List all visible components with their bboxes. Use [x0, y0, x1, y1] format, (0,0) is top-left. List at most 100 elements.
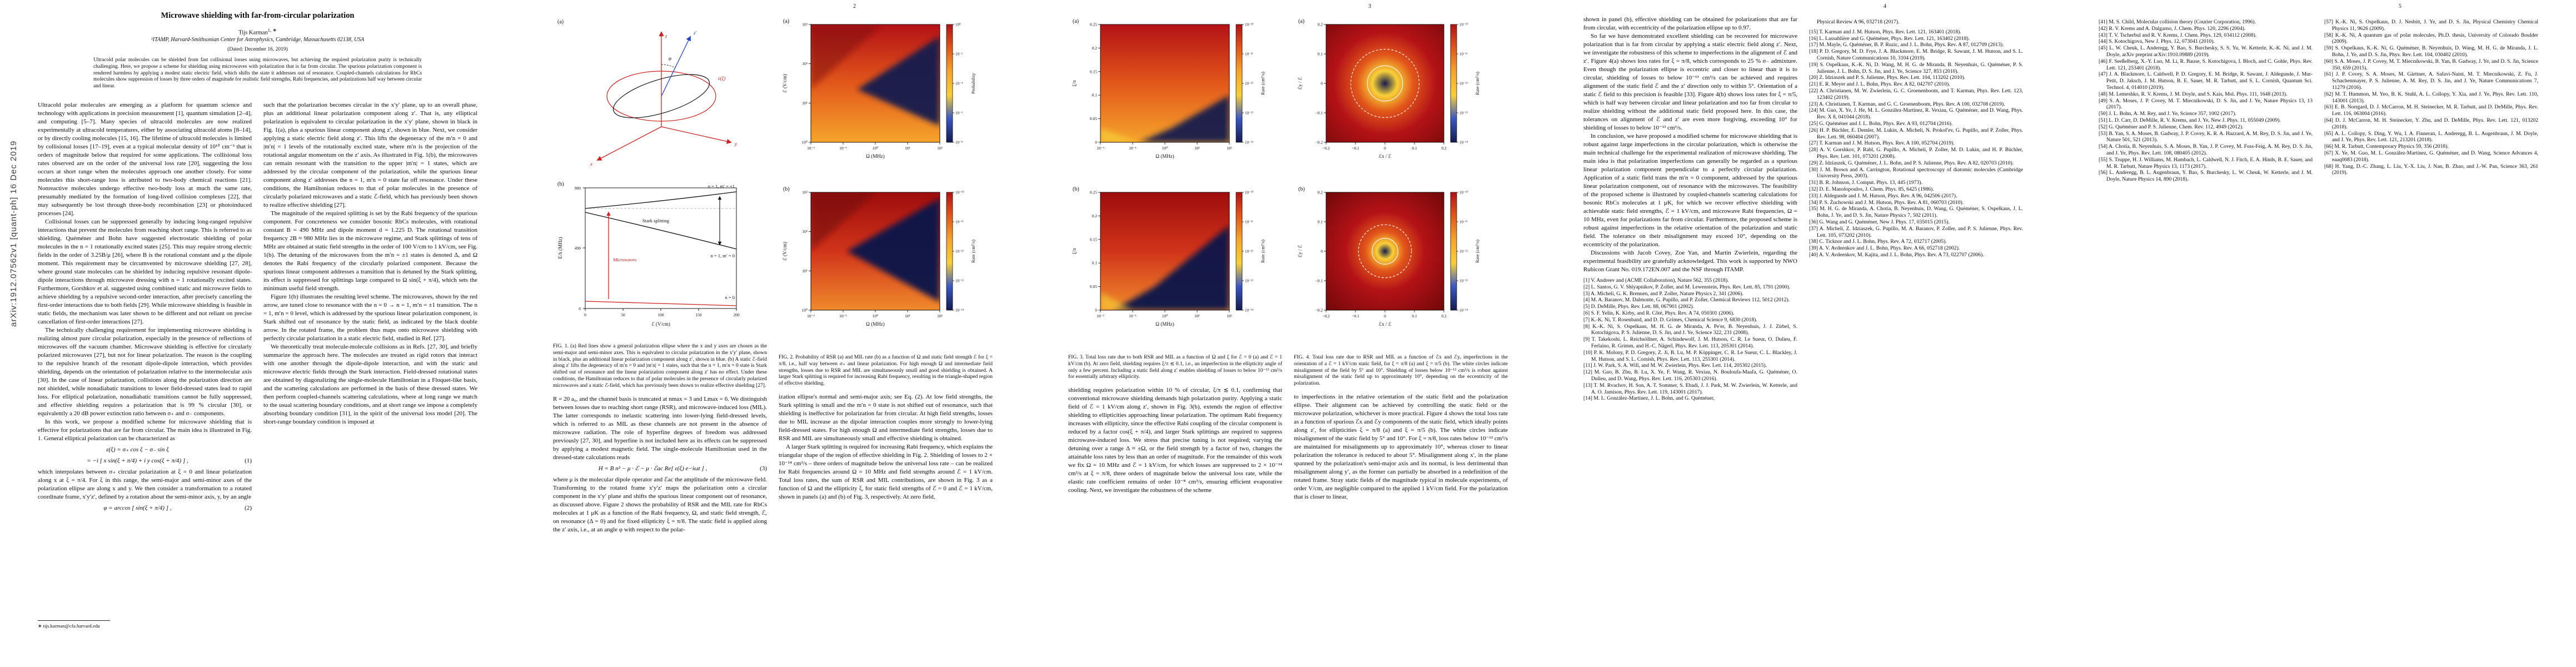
- footnote-email: ∗ tijs.karman@cfa.harvard.edu: [38, 623, 100, 629]
- page1-column-right: such that the polarization becomes circu…: [263, 101, 477, 647]
- microwaves-label: Microwaves: [613, 257, 636, 262]
- svg-text:10⁻¹³: 10⁻¹³: [955, 279, 964, 283]
- svg-text:−0.2: −0.2: [1322, 146, 1330, 151]
- reference-continuation-wrap: Physical Review A 96, 032718 (2017).: [1809, 19, 2023, 26]
- reference-item: [51] L. D. Carr, D. DeMille, R. V. Krems…: [2099, 117, 2281, 123]
- svg-text:0.25: 0.25: [1090, 22, 1097, 27]
- reference-item: [16] L. Lassablière and G. Quéméner, Phy…: [1809, 35, 1970, 42]
- reference-item: [3] A. Micheli, G. K. Brennen, and P. Zo…: [1583, 290, 1743, 297]
- svg-text:10⁻¹: 10⁻¹: [839, 146, 847, 151]
- body-paragraph: Ultracold polar molecules are emerging a…: [38, 102, 252, 217]
- svg-text:0.1: 0.1: [1318, 220, 1323, 225]
- svg-text:Rate (cm³/s): Rate (cm³/s): [1260, 240, 1265, 263]
- svg-text:50: 50: [621, 312, 625, 317]
- reference-item: [22] A. Christianen, M. W. Zwierlein, G.…: [1809, 87, 2023, 101]
- svg-text:10⁻¹: 10⁻¹: [1129, 313, 1137, 318]
- paper-title: Microwave shielding with far-from-circul…: [161, 11, 355, 20]
- reference-item: [44] S. Kotochigova, New J. Phys. 12, 07…: [2099, 38, 2215, 45]
- svg-text:0.2: 0.2: [1318, 22, 1323, 27]
- equation-number: (1): [245, 457, 252, 464]
- figure4-panel-a: −0.2 −0.1 0 0.1 0.2 −0.2 −0.1 0 0.1 0.2 ℰx / ℰ ℰy /…: [1294, 16, 1508, 183]
- figure3-panel-a: 10⁻² 10⁻¹ 10⁰ 10¹ 10² 0 0.05 0.1 0.15 0.2 0.25 Ω (M…: [1068, 16, 1282, 183]
- svg-text:−0.1: −0.1: [1352, 313, 1359, 318]
- svg-text:10³: 10³: [802, 22, 808, 27]
- acknowledgments: Discussions with Jacob Covey, Zoe Yan, a…: [1583, 250, 1797, 273]
- body-paragraph: ization ellipse's normal and semi-major …: [779, 393, 993, 442]
- page4-column-right: Physical Review A 96, 032718 (2017). [15…: [1809, 16, 2023, 649]
- reference-item: [25] G. Quéméner and J. L. Bohn, Phys. R…: [1809, 120, 1953, 127]
- reference-item: [61] J. P. Covey, S. A. Moses, M. Gärttn…: [2324, 71, 2538, 91]
- svg-text:10¹: 10¹: [802, 268, 808, 273]
- reference-item: [1] V. Andreev and (ACME Collaboration),…: [1583, 277, 1729, 283]
- reference-item: [62] M. T. Hummon, M. Yeo, B. K. Stuhl, …: [2324, 91, 2538, 104]
- svg-text:10¹: 10¹: [905, 146, 910, 151]
- reference-list: [57] K.-K. Ni, S. Ospelkaus, D. J. Nesbi…: [2324, 19, 2538, 176]
- svg-text:10⁻¹⁰: 10⁻¹⁰: [1245, 23, 1254, 27]
- reference-item: [56] L. Anderegg, B. L. Augenbraun, Y. B…: [2099, 170, 2313, 183]
- equation-2: φ = arccos [ sin(ξ + π/4) ] , (2): [38, 504, 252, 512]
- reference-item: [15] T. Karman and J. M. Hutson, Phys. R…: [1809, 28, 1961, 35]
- heatmap-svg: 10⁻² 10⁻¹ 10⁰ 10¹ 10² 0 0.05 0.1 0.15 0.2 0.25 Ω (M…: [1072, 18, 1265, 159]
- svg-text:Ω (MHz): Ω (MHz): [1155, 153, 1174, 159]
- svg-text:490: 490: [575, 246, 581, 251]
- svg-text:10⁻²: 10⁻²: [1097, 146, 1104, 151]
- page-number: 5: [2399, 3, 2401, 9]
- reference-item: [45] L. W. Cheuk, L. Anderegg, Y. Bao, S…: [2099, 45, 2313, 58]
- svg-text:0.2: 0.2: [1318, 190, 1323, 195]
- svg-text:10⁻⁴: 10⁻⁴: [955, 82, 963, 86]
- svg-text:−0.1: −0.1: [1352, 146, 1359, 151]
- panel-a-label: (a): [557, 19, 564, 25]
- reference-item: [37] A. Micheli, Z. Idziaszek, G. Pupill…: [1809, 225, 2023, 238]
- reference-list: [15] T. Karman and J. M. Hutson, Phys. R…: [1809, 29, 2023, 258]
- svg-text:10⁻⁸: 10⁻⁸: [955, 141, 963, 145]
- svg-text:100: 100: [657, 312, 664, 317]
- reference-item: [34] P. S. Żuchowski and J. M. Hutson, P…: [1809, 199, 1964, 206]
- page5-column-right: [57] K.-K. Ni, S. Ospelkaus, D. J. Nesbi…: [2324, 16, 2538, 649]
- reference-item: [26] H. P. Büchler, E. Demler, M. Lukin,…: [1809, 127, 2023, 140]
- reference-item: [23] A. Christianen, T. Karman, and G. C…: [1809, 101, 2005, 107]
- reference-item: [38] C. Ticknor and J. L. Bohn, Phys. Re…: [1809, 238, 1947, 245]
- page1-column-left: Ultracold polar molecules are emerging a…: [38, 101, 252, 647]
- body-paragraph: The magnitude of the required splitting …: [263, 210, 477, 292]
- svg-text:10²: 10²: [937, 313, 943, 318]
- reference-item: [8] K.-K. Ni, S. Ospelkaus, M. H. G. de …: [1583, 323, 1797, 336]
- svg-text:0.1: 0.1: [1412, 146, 1417, 151]
- svg-text:10⁻¹⁴: 10⁻¹⁴: [1245, 141, 1254, 145]
- body-paragraph: Figure 1(b) illustrates the resulting le…: [263, 293, 477, 342]
- svg-text:Rate (cm³/s): Rate (cm³/s): [970, 240, 976, 263]
- svg-text:10²: 10²: [937, 146, 943, 151]
- svg-text:0: 0: [1384, 313, 1386, 318]
- svg-text:10⁻¹: 10⁻¹: [839, 313, 847, 318]
- reference-item: [47] J. A. Blackmore, L. Caldwell, P. D.…: [2099, 71, 2313, 91]
- body-paragraph: shielding requires polarization within 1…: [1068, 387, 1282, 494]
- body-paragraph: In conclusion, we have proposed a modifi…: [1583, 133, 1797, 248]
- page2-column-right: 10⁻² 10⁻¹ 10⁰ 10¹ 10² 10⁰ 10¹ 10² 10³ Ω (MHz) ℰ (V…: [779, 16, 993, 649]
- page-1: arXiv:1912.07562v1 [quant-ph] 16 Dec 201…: [0, 0, 515, 667]
- svg-text:10⁻¹¹: 10⁻¹¹: [1459, 52, 1468, 57]
- svg-text:10⁻¹²: 10⁻¹²: [1459, 82, 1468, 86]
- svg-text:10⁻¹⁴: 10⁻¹⁴: [955, 308, 964, 313]
- page-2: 2 (a) z x y z′: [515, 0, 1030, 667]
- svg-text:−0.2: −0.2: [1322, 313, 1330, 318]
- svg-text:ℰx / ℰ: ℰx / ℰ: [1379, 153, 1392, 159]
- svg-text:Rate (cm³/s): Rate (cm³/s): [1474, 240, 1480, 263]
- reference-item: [43] T. V. Tscherbul and R. V. Krems, J.…: [2099, 32, 2257, 38]
- figure2-panel-b: 10⁻² 10⁻¹ 10⁰ 10¹ 10² 10⁰ 10¹ 10² 10³ Ω (MHz) ℰ (V…: [779, 183, 993, 351]
- reference-item: [12] M. Guo, B. Zhu, B. Lu, X. Ye, F. Wa…: [1583, 369, 1797, 382]
- reference-item: [59] S. Ospelkaus, K.-K. Ni, G. Quéméner…: [2324, 45, 2538, 58]
- heatmap-svg: 10⁻² 10⁻¹ 10⁰ 10¹ 10² 0 0.05 0.1 0.15 0.2 0.25 Ω (M…: [1072, 186, 1265, 327]
- svg-text:Ω (MHz): Ω (MHz): [866, 321, 884, 327]
- x-axis-title: ℰ (V/cm): [651, 321, 670, 327]
- svg-text:200: 200: [733, 312, 740, 317]
- svg-text:10⁻¹²: 10⁻¹²: [1245, 82, 1253, 86]
- reference-item: [24] M. Guo, X. Ye, J. He, M. L. Gonzále…: [1809, 107, 2023, 121]
- body-paragraph: In this work, we propose a modified sche…: [38, 419, 252, 442]
- svg-text:−0.1: −0.1: [1315, 278, 1323, 283]
- svg-text:10⁻¹: 10⁻¹: [1129, 146, 1137, 151]
- reference-item: [13] T. M. Rvachov, H. Son, A. T. Sommer…: [1583, 382, 1797, 395]
- svg-text:0.05: 0.05: [1090, 284, 1097, 289]
- footnote-rule: [38, 620, 110, 621]
- author-name: Tijs Karman: [238, 29, 268, 36]
- author-line: Tijs Karman1, ∗: [0, 27, 515, 36]
- svg-text:10⁻¹³: 10⁻¹³: [1245, 111, 1253, 116]
